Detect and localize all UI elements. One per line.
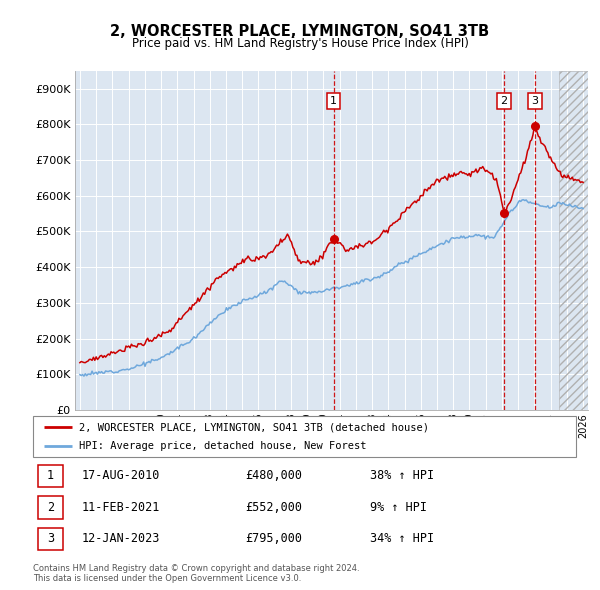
FancyBboxPatch shape	[38, 527, 63, 550]
Text: £552,000: £552,000	[245, 501, 302, 514]
Text: 38% ↑ HPI: 38% ↑ HPI	[370, 470, 434, 483]
Text: 34% ↑ HPI: 34% ↑ HPI	[370, 532, 434, 545]
Text: 11-FEB-2021: 11-FEB-2021	[82, 501, 160, 514]
Text: 2, WORCESTER PLACE, LYMINGTON, SO41 3TB: 2, WORCESTER PLACE, LYMINGTON, SO41 3TB	[110, 24, 490, 38]
FancyBboxPatch shape	[38, 464, 63, 487]
Text: 1: 1	[47, 470, 54, 483]
Text: 2: 2	[500, 96, 508, 106]
Text: £795,000: £795,000	[245, 532, 302, 545]
Text: 2: 2	[47, 501, 54, 514]
Text: 3: 3	[532, 96, 539, 106]
Text: 2, WORCESTER PLACE, LYMINGTON, SO41 3TB (detached house): 2, WORCESTER PLACE, LYMINGTON, SO41 3TB …	[79, 422, 429, 432]
Text: 1: 1	[330, 96, 337, 106]
Text: HPI: Average price, detached house, New Forest: HPI: Average price, detached house, New …	[79, 441, 367, 451]
Text: £480,000: £480,000	[245, 470, 302, 483]
Text: Price paid vs. HM Land Registry's House Price Index (HPI): Price paid vs. HM Land Registry's House …	[131, 37, 469, 50]
Text: 12-JAN-2023: 12-JAN-2023	[82, 532, 160, 545]
FancyBboxPatch shape	[33, 416, 576, 457]
Text: 3: 3	[47, 532, 54, 545]
Text: 9% ↑ HPI: 9% ↑ HPI	[370, 501, 427, 514]
Text: 17-AUG-2010: 17-AUG-2010	[82, 470, 160, 483]
FancyBboxPatch shape	[38, 496, 63, 519]
Text: Contains HM Land Registry data © Crown copyright and database right 2024.
This d: Contains HM Land Registry data © Crown c…	[33, 563, 359, 583]
